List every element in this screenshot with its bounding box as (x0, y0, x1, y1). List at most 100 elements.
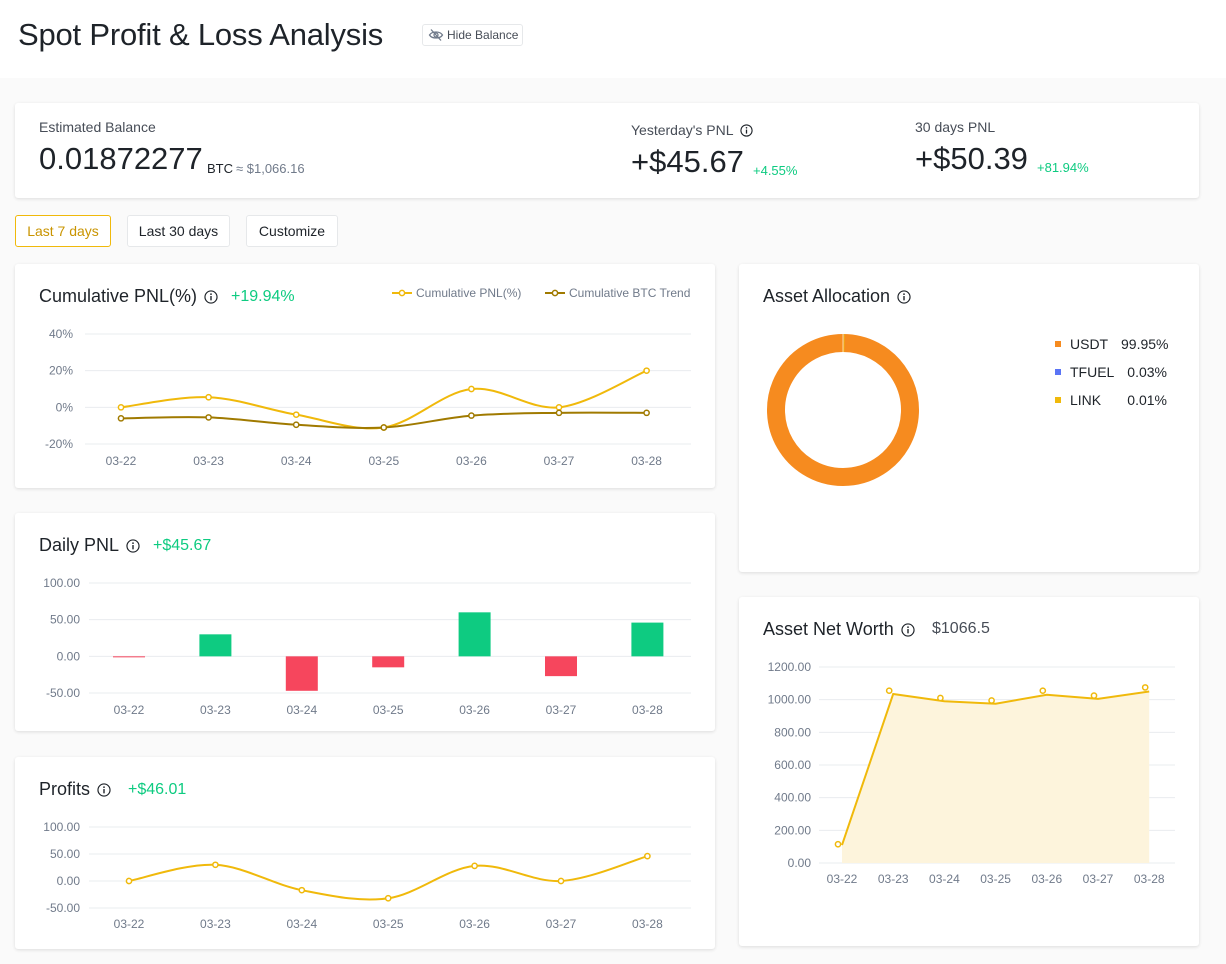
nw-point (1090, 692, 1098, 699)
cumulative-pnl-value: +19.94% (231, 288, 295, 305)
nw-y-tick: 200.00 (774, 823, 811, 837)
legend-usdt-name: USDT (1070, 336, 1109, 352)
daily-x-tick: 03-28 (632, 703, 663, 717)
profits-x-tick: 03-26 (459, 917, 490, 931)
nw-y-tick: 1000.00 (768, 693, 812, 707)
legend-link-pct: 0.01% (1127, 392, 1167, 408)
profits-y-tick: 0.00 (57, 874, 81, 888)
nw-y-tick: 1200.00 (768, 660, 812, 674)
yesterday-pnl-pct: +4.55% (753, 163, 798, 178)
asset-net-worth-value: $1066.5 (932, 620, 990, 637)
nw-point (834, 840, 842, 848)
cum-point (205, 393, 212, 401)
daily-x-tick: 03-27 (546, 703, 577, 717)
daily-x-tick: 03-23 (200, 703, 231, 717)
cum-point (380, 424, 388, 431)
hide-balance-label: Hide Balance (447, 28, 519, 42)
cum-point (292, 411, 300, 419)
cum-y-tick: -20% (45, 437, 73, 451)
daily-pnl-title-text: Daily PNL (39, 535, 120, 555)
info-icon[interactable] (897, 289, 911, 304)
usdt-swatch (1055, 341, 1061, 347)
daily-bar (372, 656, 405, 668)
daily-y-tick: 0.00 (57, 649, 81, 663)
daily-pnl-title: Daily PNL (39, 535, 140, 556)
legend-link-name: LINK (1070, 392, 1102, 408)
tfuel-swatch (1055, 369, 1061, 375)
profits-title: Profits (39, 779, 111, 800)
nw-x-tick: 03-26 (1031, 872, 1062, 886)
30days-pnl-pct: +81.94% (1037, 160, 1089, 175)
eye-off-icon (428, 29, 444, 41)
range-last-7-days[interactable]: Last 7 days (15, 215, 111, 247)
nw-y-tick: 600.00 (774, 758, 811, 772)
cum-x-tick: 03-25 (368, 454, 399, 468)
balance-usd: ≈ $1,066.16 (236, 161, 305, 176)
nw-point (988, 697, 995, 704)
cum-point (643, 409, 650, 417)
nw-y-tick: 800.00 (774, 725, 811, 739)
daily-bar (631, 622, 664, 657)
daily-x-tick: 03-26 (459, 703, 490, 717)
cum-series-line (120, 369, 647, 430)
cum-x-tick: 03-22 (106, 454, 137, 468)
cum-point (292, 421, 300, 429)
cum-x-tick: 03-26 (456, 454, 487, 468)
cum-point (117, 414, 125, 422)
link-swatch (1055, 397, 1061, 403)
range-customize[interactable]: Customize (246, 215, 338, 247)
daily-bar (199, 634, 232, 657)
cum-point (205, 414, 212, 421)
cumulative-pnl-chart: 40% 20% 0% -20% 03-22 03-23 03-24 03-25 03-26 03-… (45, 286, 691, 468)
daily-bar (458, 612, 491, 657)
asset-net-worth-card: Asset Net Worth $1066.5 1200.00 1000.00 80… (739, 597, 1199, 946)
nw-point (1141, 684, 1149, 691)
cum-x-tick: 03-27 (544, 454, 575, 468)
info-icon[interactable] (204, 289, 218, 304)
daily-pnl-chart: 100.00 50.00 0.00 -50.00 03-22 03-23 03-24 03-2… (43, 576, 691, 717)
nw-x-tick: 03-28 (1134, 872, 1165, 886)
cum-y-tick: 0% (56, 400, 74, 414)
30days-pnl-label: 30 days PNL (915, 119, 996, 135)
cum-legend-label: Cumulative BTC Trend (569, 286, 690, 300)
yesterday-pnl-label-text: Yesterday's PNL (631, 122, 734, 138)
daily-y-tick: 100.00 (43, 576, 80, 590)
page-header: Spot Profit & Loss Analysis Hide Balance (0, 0, 1226, 78)
info-icon[interactable] (739, 123, 753, 137)
profits-x-tick: 03-27 (546, 917, 577, 931)
info-icon[interactable] (126, 538, 140, 553)
nw-y-tick: 0.00 (788, 856, 812, 870)
daily-pnl-card: Daily PNL +$45.67 100.00 50.00 0.00 -50.00 0… (15, 513, 715, 731)
legend-usdt-pct: 99.95% (1121, 336, 1169, 352)
daily-pnl-value: +$45.67 (153, 537, 212, 554)
cum-point (555, 403, 563, 411)
range-last-30-days[interactable]: Last 30 days (127, 215, 230, 247)
cum-point (643, 367, 650, 375)
profits-y-tick: 100.00 (43, 820, 80, 834)
daily-y-tick: 50.00 (50, 613, 80, 627)
cum-legend-marker (398, 289, 406, 297)
daily-x-tick: 03-25 (373, 703, 404, 717)
profits-x-tick: 03-25 (373, 917, 404, 931)
profits-x-tick: 03-28 (632, 917, 663, 931)
daily-bar (285, 656, 318, 691)
nw-area-fill (842, 691, 1150, 863)
asset-allocation-donut (767, 334, 919, 486)
profits-card: Profits +$46.01 100.00 50.00 0.00 -50.00 03-… (15, 757, 715, 949)
info-icon[interactable] (97, 782, 111, 797)
nw-x-tick: 03-25 (980, 872, 1011, 886)
info-icon[interactable] (901, 622, 915, 637)
profits-point (298, 886, 306, 894)
legend-tfuel-pct: 0.03% (1127, 364, 1167, 380)
profits-point (212, 861, 219, 869)
yesterday-pnl-label: Yesterday's PNL (631, 122, 753, 138)
cum-y-tick: 20% (49, 364, 73, 378)
donut-slice-usdt (767, 334, 919, 486)
30days-pnl-value: +$50.39 (915, 141, 1028, 176)
asset-net-worth-title: Asset Net Worth (763, 619, 915, 640)
asset-net-worth-title-text: Asset Net Worth (763, 619, 894, 639)
hide-balance-button[interactable]: Hide Balance (422, 24, 524, 46)
cumulative-pnl-title: Cumulative PNL(%) (39, 286, 218, 307)
nw-point (885, 687, 893, 695)
nw-x-tick: 03-24 (929, 872, 960, 886)
